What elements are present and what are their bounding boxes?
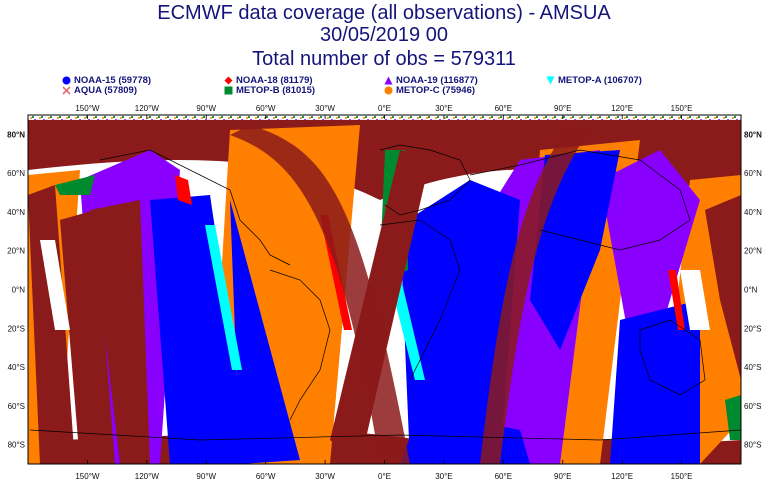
lon-tick-label-bottom: 60°E: [495, 472, 512, 481]
legend-label: METOP-A (106707): [558, 74, 642, 86]
lat-tick-label-left: 20°S: [8, 324, 25, 333]
circle-marker-icon: [62, 76, 71, 84]
triangle-down-marker-icon: [546, 76, 555, 84]
lon-tick-label-top: 150°E: [671, 104, 693, 113]
lat-tick-label-left: 40°S: [8, 363, 25, 372]
lat-tick-label-left: 0°N: [12, 286, 26, 295]
lon-tick-label-bottom: 120°E: [611, 472, 633, 481]
legend-label: AQUA (57809): [74, 84, 138, 96]
coastlines: [29, 144, 741, 441]
legend-label: METOP-C (75946): [396, 84, 476, 96]
cross-marker-icon: [62, 85, 71, 95]
lat-tick-label-right: 0°N: [744, 286, 758, 295]
lon-tick-label-top: 120°E: [611, 104, 633, 113]
lat-tick-label-right: 60°S: [744, 402, 761, 411]
lon-tick-label-bottom: 120°W: [135, 472, 160, 481]
square-marker-icon: [224, 86, 233, 94]
lon-tick-label-top: 30°W: [315, 104, 335, 113]
lon-tick-label-bottom: 60°W: [256, 472, 276, 481]
chart-total: Total number of obs = 579311: [252, 48, 516, 70]
lon-tick-label-bottom: 30°E: [435, 472, 452, 481]
legend-item-noaa19: NOAA-19 (116877): [384, 74, 478, 86]
legend-item-noaa18: NOAA-18 (81179): [224, 74, 313, 86]
lat-tick-label-right: 20°N: [744, 247, 762, 256]
lat-tick-label-right: 80°N: [744, 130, 762, 139]
lat-tick-label-right: 20°S: [744, 324, 761, 333]
triangle-marker-icon: [384, 76, 393, 84]
lon-tick-label-bottom: 150°W: [75, 472, 100, 481]
legend-label: METOP-B (81015): [236, 84, 316, 96]
lon-tick-label-bottom: 30°W: [315, 472, 335, 481]
lon-tick-label-top: 120°W: [135, 104, 160, 113]
legend-item-noaa15: NOAA-15 (59778): [62, 74, 152, 86]
lat-tick-label-right: 40°N: [744, 208, 762, 217]
lat-tick-label-left: 80°N: [7, 130, 25, 139]
lon-tick-label-top: 60°W: [256, 104, 276, 113]
legend-label: NOAA-15 (59778): [74, 74, 152, 86]
swath-layer: [28, 115, 741, 464]
lon-tick-label-top: 90°E: [554, 104, 571, 113]
chart-title: ECMWF data coverage (all observations) -…: [157, 2, 611, 24]
lat-tick-label-right: 40°S: [744, 363, 761, 372]
legend-label: NOAA-19 (116877): [396, 74, 478, 86]
legend-item-metopa: METOP-A (106707): [546, 74, 642, 86]
lon-tick-label-top: 30°E: [435, 104, 452, 113]
lat-tick-label-left: 60°S: [8, 402, 25, 411]
diamond-marker-icon: [224, 76, 233, 84]
axis-ticks: 150°W 150°W 120°W 120°W 90°W 90°W 60°W 60°W 30°W…: [7, 104, 762, 481]
lat-tick-label-right: 80°S: [744, 441, 761, 450]
legend-item-aqua: AQUA (57809): [62, 84, 138, 96]
lon-tick-label-bottom: 90°W: [196, 472, 216, 481]
legend: NOAA-15 (59778) AQUA (57809) NOAA-18 (81…: [0, 74, 768, 96]
legend-item-metopb: METOP-B (81015): [224, 84, 316, 96]
lat-tick-label-left: 40°N: [7, 208, 25, 217]
lat-tick-label-right: 60°N: [744, 169, 762, 178]
lon-tick-label-top: 150°W: [75, 104, 100, 113]
lat-tick-label-left: 20°N: [7, 247, 25, 256]
lat-tick-label-left: 80°S: [8, 441, 25, 450]
lon-tick-label-bottom: 150°E: [671, 472, 693, 481]
lon-tick-label-bottom: 0°E: [378, 472, 391, 481]
circle-marker-icon: [384, 86, 393, 94]
lat-tick-label-left: 60°N: [7, 169, 25, 178]
lon-tick-label-top: 90°W: [196, 104, 216, 113]
chart-date: 30/05/2019 00: [320, 24, 448, 46]
legend-label: NOAA-18 (81179): [236, 74, 313, 86]
lon-tick-label-bottom: 90°E: [554, 472, 571, 481]
lon-tick-label-top: 0°E: [378, 104, 391, 113]
lon-tick-label-top: 60°E: [495, 104, 512, 113]
legend-item-metopc: METOP-C (75946): [384, 84, 476, 96]
